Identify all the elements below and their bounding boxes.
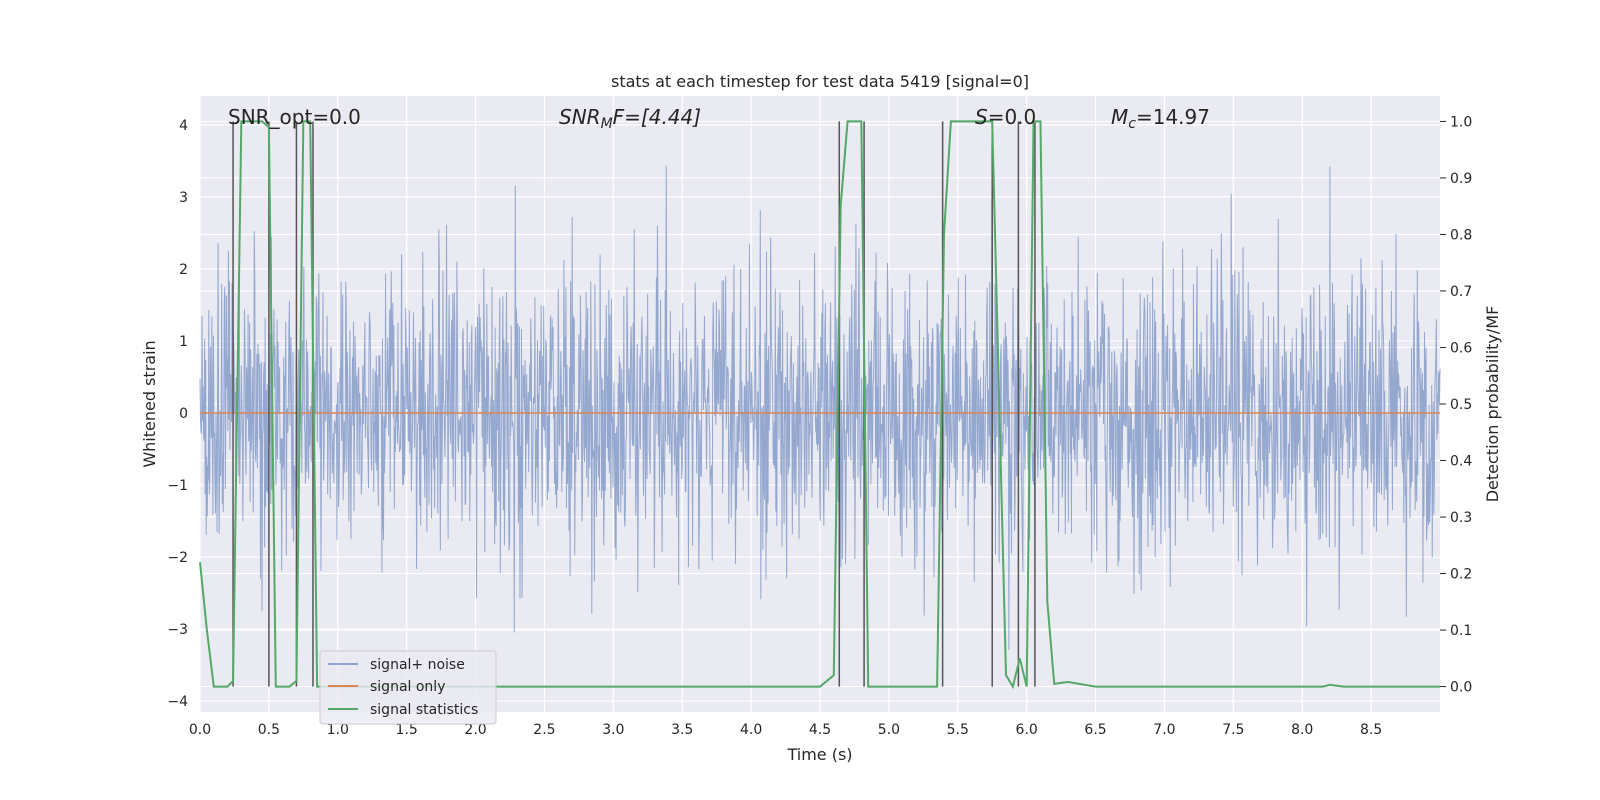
x-tick-label: 1.0 bbox=[327, 722, 349, 738]
mc-tail: =14.97 bbox=[1136, 105, 1210, 129]
x-tick-label: 2.0 bbox=[464, 722, 486, 738]
y2-tick-label: 0.1 bbox=[1450, 623, 1472, 639]
annotation-s: S=0.0 bbox=[975, 105, 1036, 129]
x-tick-label: 5.0 bbox=[878, 722, 900, 738]
mc-sub: c bbox=[1128, 116, 1136, 132]
x-tick-label: 0.5 bbox=[258, 722, 280, 738]
x-tick-label: 6.0 bbox=[1016, 722, 1038, 738]
x-tick-label: 3.5 bbox=[671, 722, 693, 738]
y-tick-label: −2 bbox=[167, 550, 188, 566]
snr-mf-sub: M bbox=[601, 116, 613, 132]
y2-tick-label: 0.2 bbox=[1450, 567, 1472, 583]
y-tick-label: 4 bbox=[179, 118, 188, 134]
x-tick-label: 4.5 bbox=[809, 722, 831, 738]
y-tick-label: −1 bbox=[167, 478, 188, 494]
y2-tick-label: 0.6 bbox=[1450, 340, 1472, 356]
series-layer bbox=[199, 120, 1441, 690]
x-tick-label: 3.0 bbox=[602, 722, 624, 738]
y-tick-label: 3 bbox=[179, 190, 188, 206]
legend-label-signal-only: signal only bbox=[370, 679, 445, 695]
x-tick-label: 0.0 bbox=[189, 722, 211, 738]
y2-axis-label: Detection probability/MF bbox=[1483, 306, 1502, 503]
x-tick-label: 5.5 bbox=[947, 722, 969, 738]
y2-tick-label: 0.0 bbox=[1450, 680, 1472, 696]
x-axis-label: Time (s) bbox=[786, 745, 852, 764]
y-tick-label: −3 bbox=[167, 622, 188, 638]
annotation-snr-opt: SNR_opt=0.0 bbox=[228, 105, 361, 129]
legend-box bbox=[319, 650, 497, 725]
y-tick-label: 1 bbox=[179, 334, 188, 350]
y2-tick-label: 0.5 bbox=[1450, 397, 1472, 413]
y2-tick-label: 0.8 bbox=[1450, 227, 1472, 243]
x-tick-label: 7.0 bbox=[1153, 722, 1175, 738]
series-signal-noise bbox=[199, 165, 1441, 650]
legend-label-statistics: signal statistics bbox=[370, 702, 478, 718]
x-tick-label: 1.5 bbox=[396, 722, 418, 738]
x-tick-label: 2.5 bbox=[533, 722, 555, 738]
legend: signal+ noise signal only signal statist… bbox=[319, 650, 497, 725]
y-tick-label: 2 bbox=[179, 262, 188, 278]
s-tail: =0.0 bbox=[988, 105, 1037, 129]
series-signal-statistics bbox=[199, 120, 1440, 690]
y2-tick-label: 0.7 bbox=[1450, 284, 1472, 300]
s-main: S bbox=[975, 105, 988, 129]
x-tick-label: 8.5 bbox=[1360, 722, 1382, 738]
x-tick-label: 8.0 bbox=[1291, 722, 1313, 738]
y-tick-label: −4 bbox=[167, 694, 188, 710]
x-tick-label: 6.5 bbox=[1084, 722, 1106, 738]
y-axis-label: Whitened strain bbox=[140, 340, 159, 467]
axes: 0.0 0.5 1.0 1.5 2.0 2.5 3.0 3.5 4.0 4.5 5.0 5.5 6.0 6… bbox=[167, 114, 1472, 738]
y2-tick-label: 0.4 bbox=[1450, 454, 1472, 470]
y2-tick-label: 1.0 bbox=[1450, 114, 1472, 130]
chart-title: stats at each timestep for test data 541… bbox=[611, 72, 1029, 91]
y2-tick-label: 0.9 bbox=[1450, 171, 1472, 187]
annotation-snr-mf: SNRMF=[4.44] bbox=[559, 105, 701, 132]
snr-mf-tail: F=[4.44] bbox=[613, 105, 701, 129]
x-tick-label: 7.5 bbox=[1222, 722, 1244, 738]
y-tick-label: 0 bbox=[179, 406, 188, 422]
snr-mf-main: SNR bbox=[559, 105, 601, 129]
legend-label-noise: signal+ noise bbox=[370, 657, 465, 673]
x-tick-label: 4.0 bbox=[740, 722, 762, 738]
annotation-mc: Mc=14.97 bbox=[1111, 105, 1210, 132]
y2-tick-label: 0.3 bbox=[1450, 510, 1472, 526]
mc-main: M bbox=[1111, 105, 1128, 129]
